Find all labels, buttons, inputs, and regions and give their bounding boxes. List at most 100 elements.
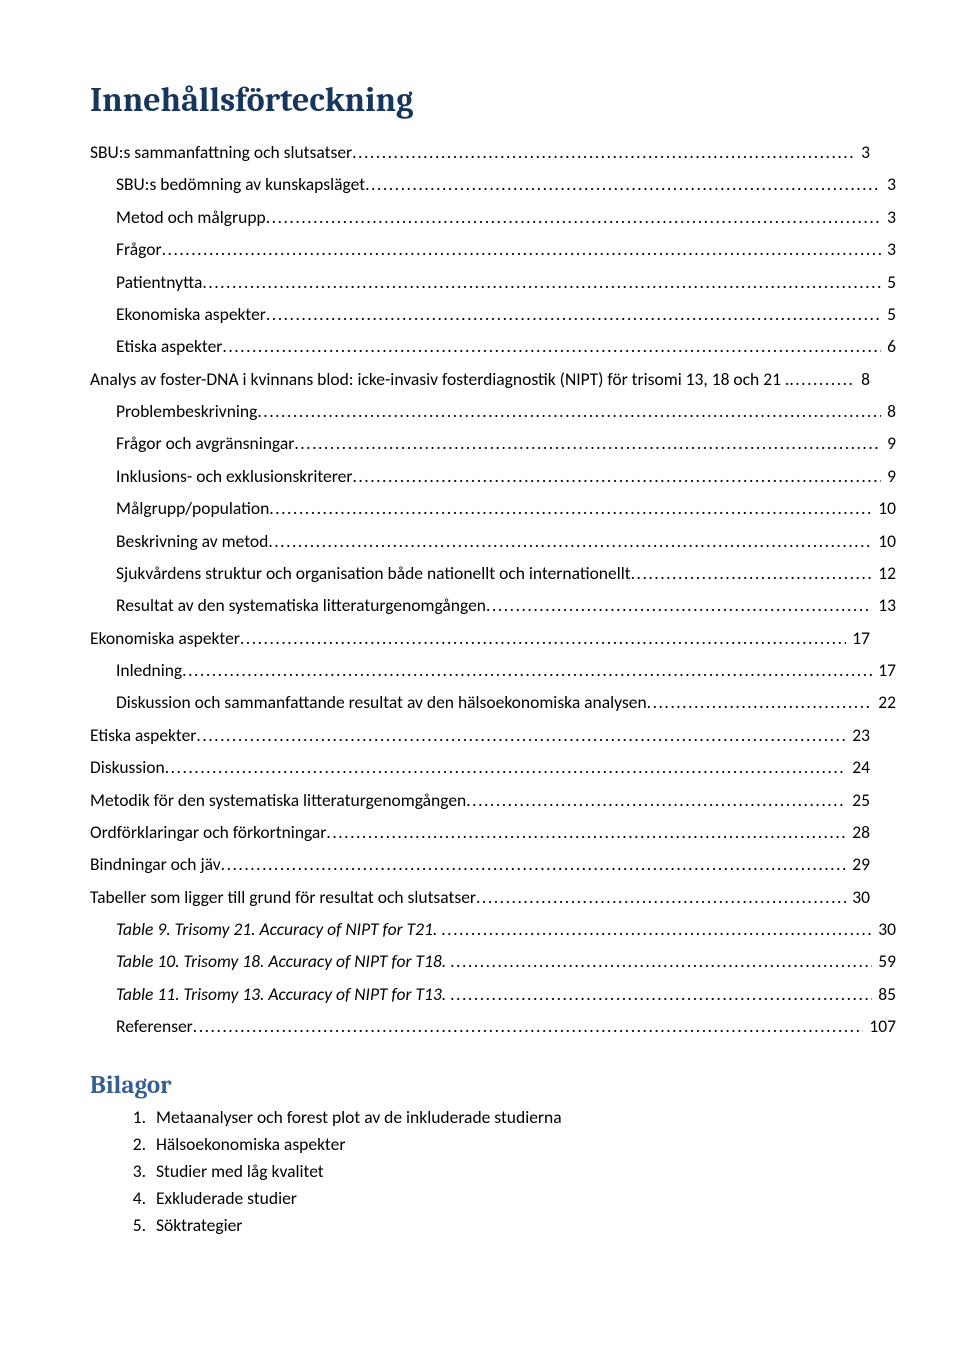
toc-label: Table 10. Trisomy 18. Accuracy of NIPT f… <box>116 945 450 977</box>
toc-row[interactable]: Etiska aspekter 6 <box>90 330 896 362</box>
toc-row[interactable]: Inledning 17 <box>90 654 896 686</box>
toc-page-number: 30 <box>846 881 870 913</box>
toc-label: Sjukvårdens struktur och organisation bå… <box>116 557 631 589</box>
toc-leader <box>266 201 881 233</box>
appendix-item: Exkluderade studier <box>150 1185 870 1212</box>
toc-label: Metod och målgrupp <box>116 201 266 233</box>
toc-leader <box>182 654 872 686</box>
toc-leader <box>352 460 881 492</box>
toc-row[interactable]: Table 10. Trisomy 18. Accuracy of NIPT f… <box>90 945 896 977</box>
toc-row[interactable]: SBU:s bedömning av kunskapsläget 3 <box>90 168 896 200</box>
toc-page-number: 9 <box>881 427 896 459</box>
toc-leader <box>647 686 873 718</box>
toc-row[interactable]: Målgrupp/population 10 <box>90 492 896 524</box>
toc-leader <box>450 945 872 977</box>
toc-leader <box>221 848 847 880</box>
toc-row[interactable]: Ekonomiska aspekter 17 <box>90 622 870 654</box>
toc-label: Patientnytta <box>116 266 202 298</box>
toc-page-number: 8 <box>855 363 870 395</box>
toc-row[interactable]: Resultat av den systematiska litteraturg… <box>90 589 896 621</box>
toc-label: Ordförklaringar och förkortningar <box>90 816 326 848</box>
toc-page-number: 24 <box>846 751 870 783</box>
toc-label: Inklusions- och exklusionskriterer <box>116 460 352 492</box>
table-of-contents: SBU:s sammanfattning och slutsatser 3SBU… <box>90 136 870 1043</box>
toc-leader <box>486 589 872 621</box>
toc-label: Metodik för den systematiska litteraturg… <box>90 784 466 816</box>
toc-leader <box>441 913 872 945</box>
toc-label: Table 11. Trisomy 13. Accuracy of NIPT f… <box>116 978 450 1010</box>
toc-label: Ekonomiska aspekter <box>90 622 240 654</box>
toc-row[interactable]: Ordförklaringar och förkortningar 28 <box>90 816 870 848</box>
toc-label: Etiska aspekter <box>116 330 222 362</box>
toc-page-number: 25 <box>846 784 870 816</box>
toc-row[interactable]: Diskussion 24 <box>90 751 870 783</box>
toc-page-number: 107 <box>863 1010 896 1042</box>
toc-page-number: 10 <box>872 525 896 557</box>
toc-leader <box>222 330 881 362</box>
toc-page-number: 22 <box>872 686 896 718</box>
toc-leader <box>196 719 846 751</box>
toc-leader <box>162 233 882 265</box>
appendix-item: Metaanalyser och forest plot av de inklu… <box>150 1104 870 1131</box>
toc-label: Problembeskrivning <box>116 395 257 427</box>
toc-page-number: 8 <box>881 395 896 427</box>
document-page: Innehållsförteckning SBU:s sammanfattnin… <box>0 0 960 1299</box>
toc-label: Diskussion och sammanfattande resultat a… <box>116 686 647 718</box>
toc-label: Inledning <box>116 654 182 686</box>
toc-row[interactable]: Bindningar och jäv 29 <box>90 848 870 880</box>
toc-row[interactable]: Table 9. Trisomy 21. Accuracy of NIPT fo… <box>90 913 896 945</box>
toc-row[interactable]: Tabeller som ligger till grund för resul… <box>90 881 870 913</box>
toc-label: Frågor och avgränsningar <box>116 427 294 459</box>
toc-row[interactable]: Sjukvårdens struktur och organisation bå… <box>90 557 896 589</box>
toc-leader <box>266 298 881 330</box>
toc-row[interactable]: Problembeskrivning 8 <box>90 395 896 427</box>
toc-page-number: 6 <box>881 330 896 362</box>
toc-leader <box>789 363 855 395</box>
toc-label: Bindningar och jäv <box>90 848 221 880</box>
toc-leader <box>269 492 872 524</box>
toc-row[interactable]: Patientnytta 5 <box>90 266 896 298</box>
toc-page-number: 3 <box>855 136 870 168</box>
toc-leader <box>240 622 846 654</box>
appendix-item: Studier med låg kvalitet <box>150 1158 870 1185</box>
toc-label: Analys av foster-DNA i kvinnans blod: ic… <box>90 363 789 395</box>
toc-page-number: 9 <box>881 460 896 492</box>
toc-row[interactable]: Table 11. Trisomy 13. Accuracy of NIPT f… <box>90 978 896 1010</box>
toc-leader <box>165 751 847 783</box>
page-title: Innehållsförteckning <box>90 80 870 120</box>
toc-row[interactable]: Metod och målgrupp 3 <box>90 201 896 233</box>
toc-label: Diskussion <box>90 751 165 783</box>
toc-row[interactable]: Diskussion och sammanfattande resultat a… <box>90 686 896 718</box>
toc-page-number: 23 <box>846 719 870 751</box>
toc-row[interactable]: Inklusions- och exklusionskriterer 9 <box>90 460 896 492</box>
toc-page-number: 59 <box>872 945 896 977</box>
toc-row[interactable]: Ekonomiska aspekter 5 <box>90 298 896 330</box>
toc-leader <box>631 557 873 589</box>
toc-leader <box>193 1010 864 1042</box>
toc-row[interactable]: SBU:s sammanfattning och slutsatser 3 <box>90 136 870 168</box>
toc-label: Målgrupp/population <box>116 492 269 524</box>
appendix-list: Metaanalyser och forest plot av de inklu… <box>90 1104 870 1240</box>
toc-leader <box>294 427 881 459</box>
toc-row[interactable]: Analys av foster-DNA i kvinnans blod: ic… <box>90 363 870 395</box>
toc-row[interactable]: Frågor och avgränsningar 9 <box>90 427 896 459</box>
toc-page-number: 12 <box>872 557 896 589</box>
toc-label: Tabeller som ligger till grund för resul… <box>90 881 476 913</box>
toc-page-number: 5 <box>881 266 896 298</box>
toc-page-number: 28 <box>846 816 870 848</box>
toc-row[interactable]: Referenser 107 <box>90 1010 896 1042</box>
toc-page-number: 13 <box>872 589 896 621</box>
toc-leader <box>466 784 846 816</box>
toc-leader <box>352 136 855 168</box>
toc-row[interactable]: Frågor 3 <box>90 233 896 265</box>
toc-leader <box>257 395 881 427</box>
toc-row[interactable]: Metodik för den systematiska litteraturg… <box>90 784 870 816</box>
toc-page-number: 30 <box>872 913 896 945</box>
toc-row[interactable]: Etiska aspekter 23 <box>90 719 870 751</box>
toc-row[interactable]: Beskrivning av metod 10 <box>90 525 896 557</box>
toc-page-number: 3 <box>881 233 896 265</box>
toc-leader <box>202 266 881 298</box>
appendix-item: Hälsoekonomiska aspekter <box>150 1131 870 1158</box>
toc-page-number: 17 <box>872 654 896 686</box>
toc-label: SBU:s bedömning av kunskapsläget <box>116 168 365 200</box>
